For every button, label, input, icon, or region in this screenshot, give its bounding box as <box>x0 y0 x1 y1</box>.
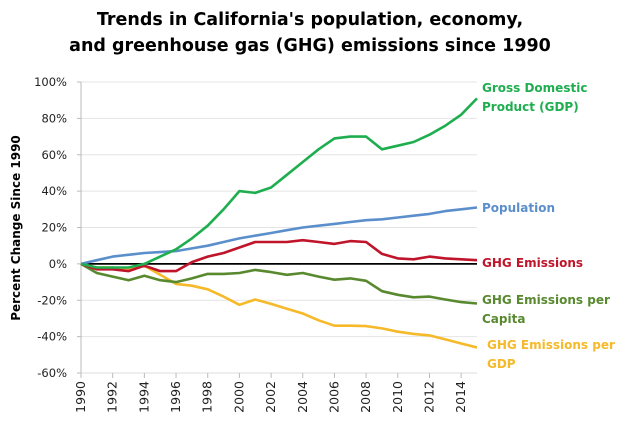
y-tick-label: -20% <box>37 293 67 307</box>
series-label: Population <box>482 201 555 215</box>
chart-title-line-2: and greenhouse gas (GHG) emissions since… <box>69 36 551 56</box>
x-tick-label: 2004 <box>295 381 310 413</box>
y-tick-label: 40% <box>41 184 67 198</box>
x-tick-label: 1996 <box>168 381 183 413</box>
series-line-population <box>80 206 478 266</box>
series-label: GHG Emissions <box>482 256 583 270</box>
y-tick-label: 100% <box>34 75 67 89</box>
x-tick-label: 2010 <box>390 381 405 413</box>
x-tick-label: 1992 <box>105 381 120 413</box>
y-tick-label: -60% <box>37 366 67 380</box>
y-tick-label: 0% <box>49 257 67 271</box>
series-label: Gross Domestic <box>482 81 587 95</box>
x-tick-label: 2002 <box>263 381 278 413</box>
series-label: Product (GDP) <box>482 100 579 114</box>
y-tick-label: 60% <box>41 148 67 162</box>
y-tick-labels: 100% 80% 60% 40% 20% 0% -20% -40% -60% <box>34 75 67 380</box>
x-tick-label: 2012 <box>421 381 436 413</box>
y-tick-label: 80% <box>41 111 67 125</box>
series-line-ghg-emissions-per-capita <box>80 262 478 305</box>
chart-title-line-1: Trends in California's population, econo… <box>97 10 523 30</box>
y-tick-label: 20% <box>41 221 67 235</box>
x-tick-label: 2006 <box>326 381 341 413</box>
series-line-ghg-emissions <box>80 238 478 273</box>
x-tick-label: 1998 <box>200 381 215 413</box>
series-line-gross-domestic-product-gdp <box>80 97 478 269</box>
series-label: GDP <box>487 357 516 371</box>
x-tick-labels: 1990 1992 1994 1996 1998 2000 2002 2004 2006 2008… <box>73 381 468 413</box>
series-labels: Gross Domestic Product (GDP) Population GHG… <box>482 81 615 371</box>
y-axis-label: Percent Change Since 1990 <box>9 135 23 321</box>
x-tick-label: 2008 <box>358 381 373 413</box>
series-label: Capita <box>482 312 525 326</box>
x-tick-label: 1994 <box>136 381 151 413</box>
x-tick-label: 2000 <box>231 381 246 413</box>
x-tick-label: 2014 <box>453 381 468 413</box>
series-label: GHG Emissions per <box>487 338 615 352</box>
series-label: GHG Emissions per <box>482 293 610 307</box>
y-tick-label: -40% <box>37 330 67 344</box>
x-tick-label: 1990 <box>73 381 88 413</box>
series-lines <box>80 97 478 349</box>
